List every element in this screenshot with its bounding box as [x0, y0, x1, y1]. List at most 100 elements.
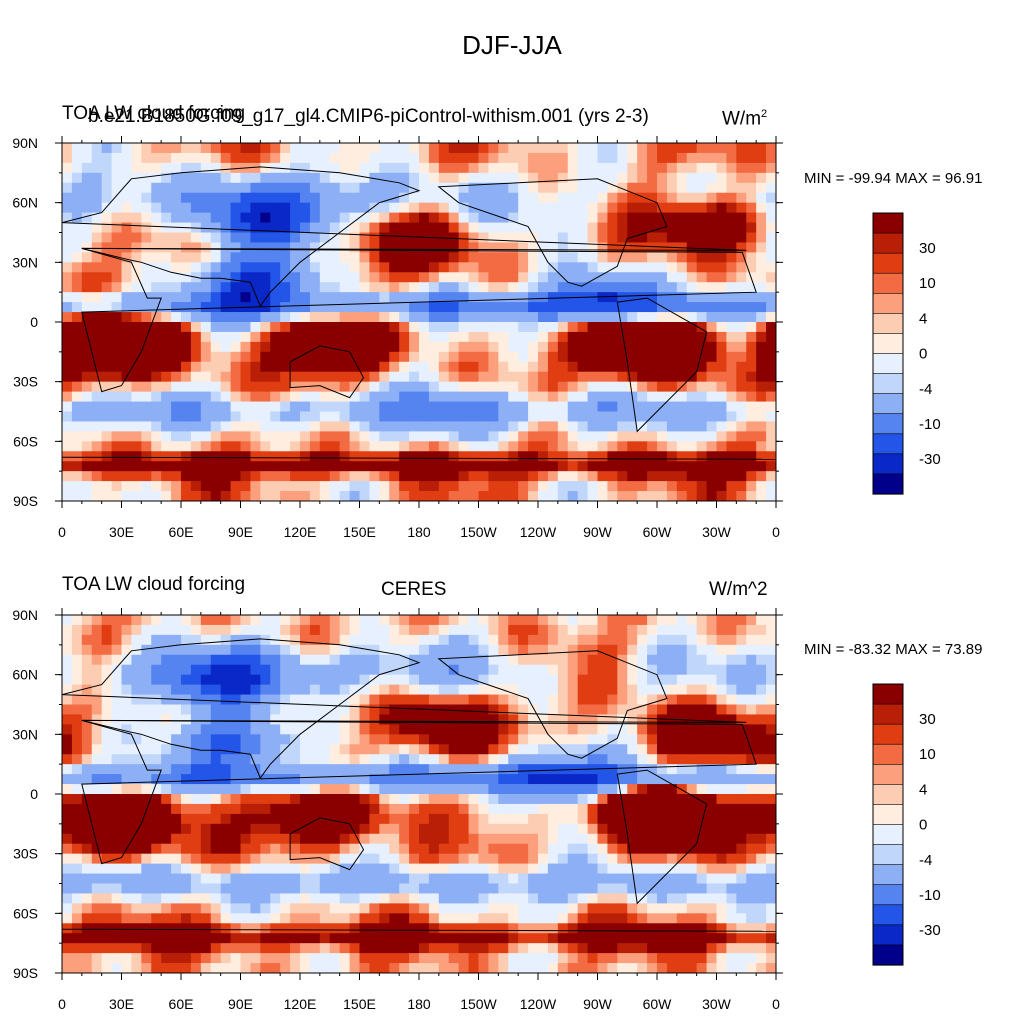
field-cell — [428, 172, 440, 184]
field-cell — [577, 803, 588, 815]
field-cell — [171, 381, 182, 393]
field-cell — [627, 471, 638, 482]
field-cell — [71, 172, 83, 184]
field-cell — [607, 734, 618, 745]
field-cell — [161, 634, 172, 646]
field-cell — [666, 172, 678, 184]
field-cell — [726, 351, 737, 363]
field-cell — [627, 441, 638, 452]
field-cell — [587, 232, 598, 243]
field-cell — [756, 461, 767, 472]
field-cell — [547, 351, 559, 363]
field-cell — [121, 654, 132, 666]
field-cell — [290, 242, 301, 253]
field-cell — [478, 391, 489, 402]
field-cell — [696, 361, 707, 373]
field-cell — [290, 252, 301, 263]
field-cell — [498, 764, 509, 775]
field-cell — [567, 212, 579, 223]
field-cell — [210, 764, 222, 775]
field-cell — [290, 361, 301, 373]
field-cell — [508, 664, 519, 676]
field-cell — [498, 292, 509, 303]
field-cell — [359, 252, 370, 263]
field-cell — [637, 754, 648, 765]
field-cell — [220, 282, 231, 293]
field-cell — [567, 162, 579, 174]
field-cell — [736, 734, 747, 745]
field-cell — [260, 222, 271, 233]
field-cell — [260, 331, 271, 343]
field-cell — [161, 684, 172, 695]
field-cell — [686, 351, 698, 363]
field-cell — [71, 853, 83, 865]
field-cell — [409, 381, 420, 393]
field-cell — [686, 242, 698, 253]
field-cell — [696, 624, 707, 636]
field-cell — [756, 471, 767, 482]
field-cell — [121, 744, 132, 755]
field-cell — [141, 143, 152, 154]
field-cell — [627, 351, 638, 363]
field-cell — [190, 903, 202, 914]
field-cell — [428, 913, 440, 924]
field-cell — [686, 451, 698, 462]
field-cell — [528, 764, 539, 775]
field-cell — [488, 172, 499, 184]
figure-title: DJF-JJA — [462, 30, 562, 60]
field-cell — [597, 883, 608, 894]
field-cell — [389, 451, 400, 462]
field-cell — [260, 883, 271, 894]
field-cell — [637, 232, 648, 243]
field-cell — [91, 441, 103, 452]
field-cell — [171, 664, 182, 676]
field-cell — [508, 471, 519, 482]
field-cell — [756, 312, 767, 323]
field-cell — [746, 843, 757, 855]
field-cell — [448, 331, 460, 343]
field-cell — [567, 312, 579, 323]
field-cell — [676, 302, 688, 313]
field-cell — [617, 794, 628, 805]
field-cell — [379, 182, 390, 194]
field-cell — [379, 292, 390, 303]
field-cell — [200, 774, 212, 785]
field-cell — [746, 481, 757, 492]
field-cell — [607, 411, 618, 422]
field-cell — [706, 421, 717, 432]
field-cell — [666, 302, 678, 313]
field-cell — [250, 491, 261, 502]
field-cell — [597, 654, 608, 666]
field-cell — [220, 401, 231, 412]
field-cell — [339, 322, 350, 333]
field-cell — [597, 833, 608, 845]
field-cell — [141, 162, 152, 174]
field-cell — [438, 272, 450, 283]
field-cell — [121, 803, 132, 815]
field-cell — [260, 162, 271, 174]
field-cell — [280, 172, 291, 184]
field-cell — [577, 883, 588, 894]
field-cell — [290, 794, 301, 805]
field-cell — [359, 813, 370, 825]
field-cell — [409, 913, 420, 924]
field-cell — [399, 421, 410, 432]
field-cell — [270, 441, 281, 452]
field-cell — [151, 341, 162, 353]
field-cell — [181, 644, 192, 656]
field-cell — [91, 232, 103, 243]
field-cell — [577, 461, 588, 472]
field-cell — [726, 615, 737, 626]
field-cell — [666, 441, 678, 452]
field-cell — [379, 794, 390, 805]
field-cell — [220, 152, 231, 164]
field-cell — [161, 312, 172, 323]
field-cell — [250, 152, 261, 164]
field-cell — [587, 202, 598, 214]
field-cell — [538, 704, 549, 715]
field-cell — [171, 322, 182, 333]
field-cell — [131, 162, 142, 174]
field-cell — [528, 491, 539, 502]
field-cell — [676, 451, 688, 462]
field-cell — [547, 674, 559, 686]
